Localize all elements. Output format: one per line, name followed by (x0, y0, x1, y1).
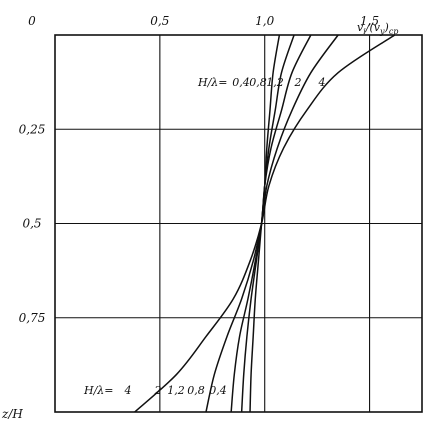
top-annotation-value: 1,2 (266, 76, 284, 89)
top-annotation-value: 0,8 (249, 76, 267, 89)
x-axis-label: vi/(vy)cp (357, 21, 398, 36)
y-tick-labels: 0 0,25 0,5 0,75 (19, 14, 46, 325)
x-tick-label: 1,0 (255, 14, 274, 28)
y-tick-label: 0,5 (22, 217, 41, 231)
y-tick-label: 0,25 (19, 122, 46, 136)
top-annotation-value: 0,4 (232, 76, 250, 89)
bottom-annotation-prefix: H/λ= (83, 384, 114, 397)
bottom-annotation-value: 1,2 (167, 384, 185, 397)
x-tick-label: 0,5 (150, 14, 169, 28)
top-annotation-prefix: H/λ= (197, 76, 228, 89)
y-tick-label: 0 (28, 14, 36, 28)
bottom-annotation: H/λ= 4 2 1,2 0,8 0,4 (83, 384, 227, 397)
top-annotation-value: 2 (294, 76, 302, 89)
top-annotation: H/λ= 0,4 0,8 1,2 2 4 (197, 76, 326, 89)
x-tick-labels: 0,5 1,0 1,5 (150, 14, 379, 28)
grid (55, 35, 422, 412)
bottom-annotation-value: 2 (154, 384, 162, 397)
curves (134, 34, 396, 413)
y-axis-label: z/H (1, 407, 23, 421)
bottom-annotation-value: 0,4 (209, 384, 227, 397)
x-tick-label: 1,5 (360, 14, 379, 28)
bottom-annotation-value: 0,8 (187, 384, 205, 397)
curve-h-lambda-4 (134, 34, 396, 413)
bottom-annotation-value: 4 (124, 384, 132, 397)
plot-frame (54, 34, 423, 413)
y-tick-label: 0,75 (19, 311, 46, 325)
top-annotation-value: 4 (318, 76, 326, 89)
